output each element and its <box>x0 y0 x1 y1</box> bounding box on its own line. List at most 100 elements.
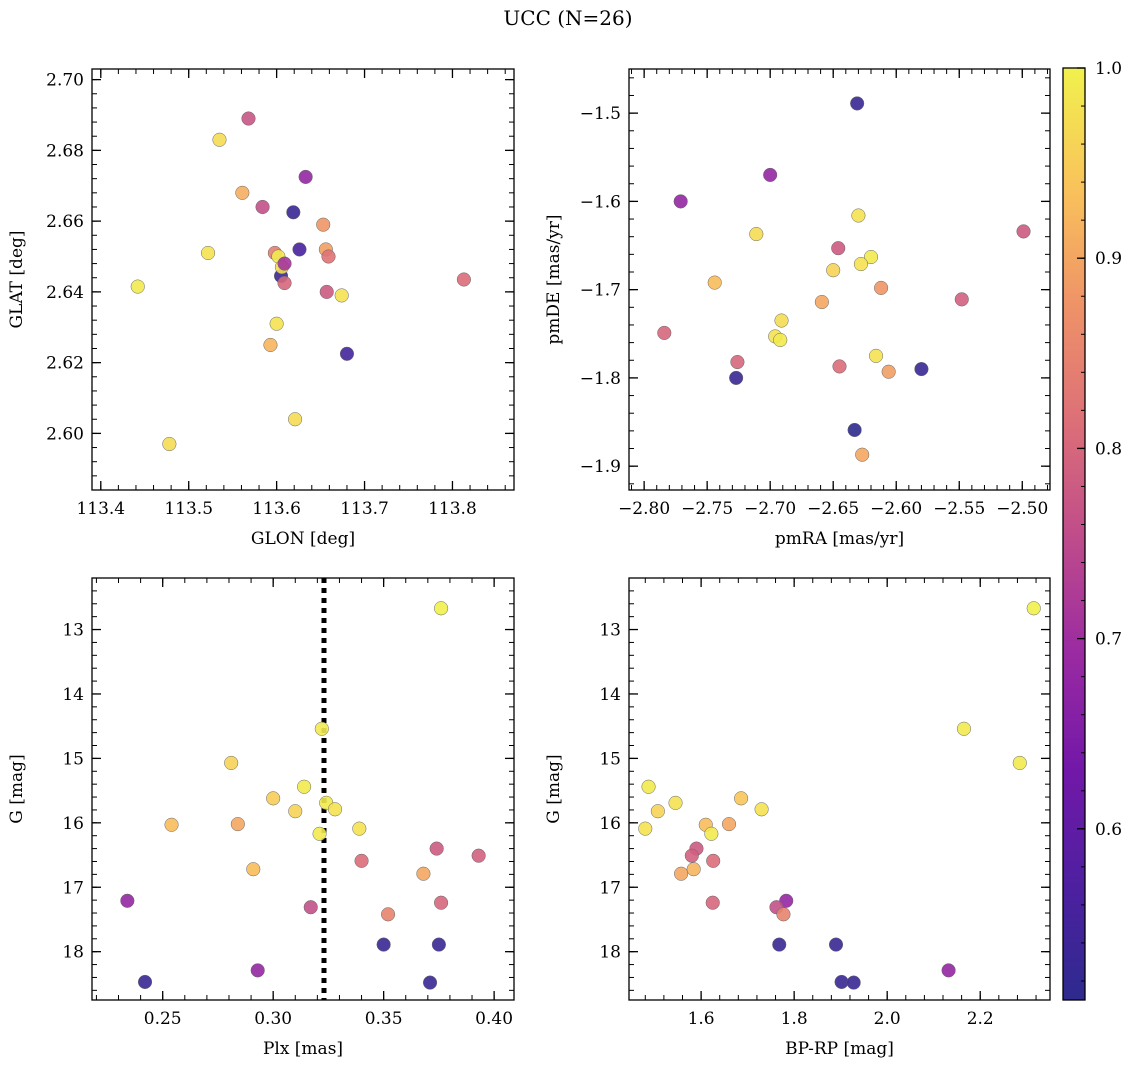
axes-frame <box>628 577 1051 1001</box>
scatter-point <box>230 817 245 832</box>
scatter-point <box>863 249 879 265</box>
scatter-point <box>704 826 719 841</box>
x-axis-label: Plx [mas] <box>263 1039 343 1059</box>
scatter-panel-4: 1.6 1.8 2.0 2.2 13 14 15 16 17 18 BP-RP [mag] G [ma… <box>544 577 1051 1059</box>
colorbar-tick-label: 0.7 <box>1095 630 1122 650</box>
scatter-point <box>749 226 764 242</box>
x-tick-label: 0.40 <box>475 1009 513 1029</box>
x-axis-label: GLON [deg] <box>251 529 355 549</box>
scatter-point <box>354 853 369 868</box>
scatter-point <box>638 821 653 836</box>
axes-frame <box>628 68 1051 491</box>
scatter-point <box>668 795 683 810</box>
scatter-point <box>235 185 250 200</box>
y-tick-label: −1.5 <box>580 104 621 124</box>
scatter-point <box>334 288 349 303</box>
scatter-point <box>657 325 672 340</box>
scatter-point <box>686 862 701 877</box>
scatter-point <box>734 791 749 806</box>
scatter-point <box>255 199 270 215</box>
scatter-point <box>869 348 884 363</box>
y-tick-label: 16 <box>62 814 84 834</box>
scatter-point <box>269 316 284 331</box>
y-tick-label: 16 <box>599 814 621 834</box>
scatter-point <box>422 975 438 990</box>
scatter-point <box>914 362 929 377</box>
scatter-point <box>241 111 256 126</box>
x-tick-label: 1.6 <box>688 1009 715 1029</box>
y-tick-label: 18 <box>62 943 84 963</box>
scatter-point <box>162 436 177 452</box>
scatter-point <box>130 279 145 294</box>
colorbar-gradient <box>1062 67 1086 1001</box>
scatter-point <box>1016 224 1031 239</box>
scatter-point <box>246 862 261 877</box>
y-axis-label: GLAT [deg] <box>7 230 27 328</box>
scatter-point <box>314 721 329 736</box>
x-tick-label: −2.70 <box>744 499 796 519</box>
x-tick-label: 2.2 <box>967 1009 994 1029</box>
y-tick-label: 17 <box>62 878 84 898</box>
scatter-point <box>312 826 327 841</box>
scatter-point <box>826 263 841 278</box>
scatter-point <box>327 802 343 817</box>
scatter-point <box>850 96 865 111</box>
x-tick-label: −2.55 <box>933 499 985 519</box>
scatter-point <box>319 284 334 299</box>
scatter-point <box>706 853 721 868</box>
y-axis-label: G [mag] <box>544 754 564 823</box>
scatter-point <box>773 332 788 348</box>
y-tick-label: 14 <box>62 685 84 705</box>
scatter-point <box>263 337 278 352</box>
scatter-point <box>288 412 303 427</box>
x-tick-label: 113.6 <box>252 499 301 519</box>
scatter-point <box>853 257 868 272</box>
scatter-point <box>855 447 870 462</box>
y-tick-label: 17 <box>599 878 621 898</box>
y-tick-label: 15 <box>599 749 621 769</box>
scatter-point <box>164 817 179 832</box>
scatter-point <box>650 804 665 819</box>
y-axis-label: pmDE [mas/yr] <box>544 214 564 344</box>
scatter-point <box>684 848 699 863</box>
x-tick-label: −2.50 <box>996 499 1048 519</box>
scatter-point <box>224 755 239 770</box>
scatter-point <box>434 601 449 616</box>
colorbar-tick-label: 0.6 <box>1095 820 1122 840</box>
scatter-point <box>954 292 969 307</box>
scatter-point <box>774 313 789 328</box>
scatter-point <box>776 907 791 922</box>
scatter-point <box>729 370 744 385</box>
scatter-point <box>673 194 688 209</box>
scatter-panel-2: −2.80 −2.75 −2.70 −2.65 −2.60 −2.55 −2.50 −1.9 −… <box>544 68 1051 549</box>
scatter-point <box>763 167 778 182</box>
scatter-point <box>832 359 847 374</box>
y-tick-label: −1.7 <box>580 281 621 301</box>
scatter-point <box>286 205 301 220</box>
scatter-point <box>434 895 449 910</box>
scatter-point <box>874 280 889 295</box>
x-tick-label: 1.8 <box>781 1009 808 1029</box>
x-tick-label: 113.5 <box>164 499 213 519</box>
scatter-point <box>292 242 307 257</box>
colorbar-tick-label: 0.8 <box>1095 439 1122 459</box>
x-tick-label: 113.7 <box>340 499 389 519</box>
scatter-point <box>814 294 829 310</box>
y-tick-label: 13 <box>62 621 84 641</box>
scatter-point <box>339 346 355 361</box>
scatter-point <box>471 848 486 863</box>
scatter-point <box>250 963 265 978</box>
axes-frame <box>91 577 515 1001</box>
scatter-point <box>431 937 446 952</box>
scatter-point <box>297 779 312 794</box>
scatter-point <box>707 275 722 290</box>
scatter-point <box>381 907 396 922</box>
scatter-point <box>705 895 720 910</box>
scatter-point <box>277 256 292 271</box>
scatter-point <box>429 841 444 856</box>
scatter-point <box>721 817 737 832</box>
scatter-point <box>120 893 135 908</box>
scatter-point <box>641 779 656 794</box>
scatter-point <box>201 245 216 261</box>
